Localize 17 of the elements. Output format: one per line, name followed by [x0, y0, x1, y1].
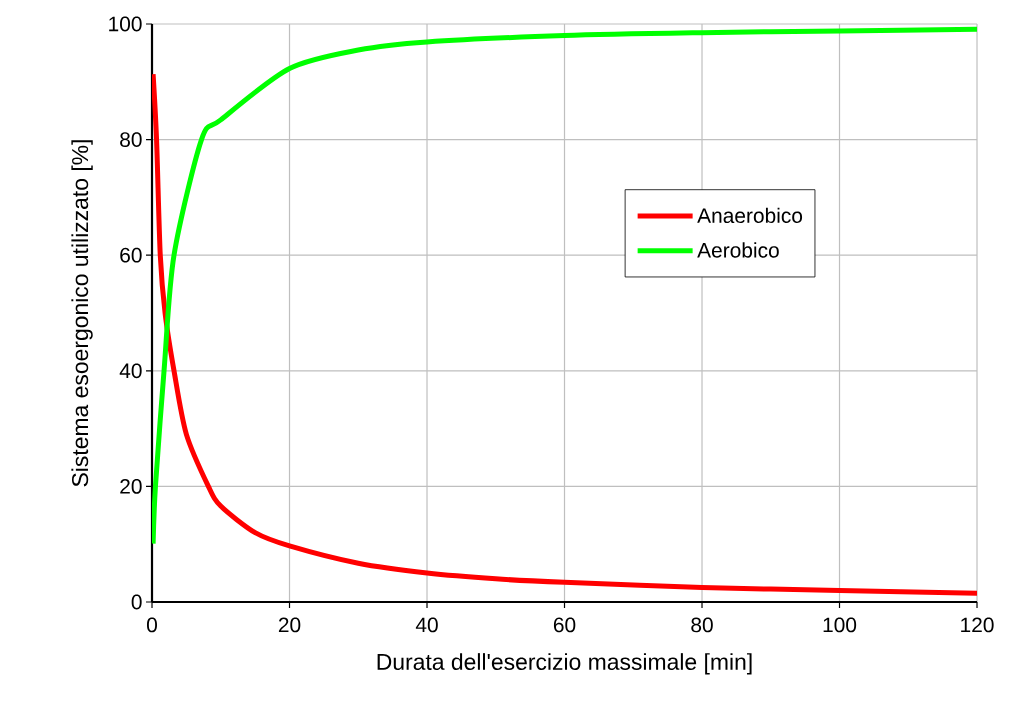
x-tick-label: 40 — [415, 617, 438, 633]
y-tick-label: 100 — [109, 16, 142, 32]
legend-label: Aerobico — [697, 242, 779, 258]
x-tick-label: 0 — [147, 617, 157, 633]
y-axis-title: Sistema esoergonico utilizzato [%] — [71, 140, 93, 487]
y-tick-label: 20 — [120, 478, 142, 494]
y-tick-label: 60 — [120, 247, 142, 263]
x-tick-label: 80 — [691, 617, 713, 633]
y-tick-label: 40 — [119, 363, 142, 379]
x-tick-label: 20 — [278, 617, 301, 633]
y-tick-label: 80 — [120, 132, 142, 147]
x-tick-label: 60 — [553, 617, 576, 633]
x-tick-label: 120 — [961, 617, 994, 633]
y-tick-label: 0 — [131, 594, 142, 610]
legend-label: Anaerobico — [697, 207, 803, 224]
x-tick-label: 100 — [823, 617, 857, 633]
x-axis-title: Durata dell'esercizio massimale [min] — [377, 653, 752, 675]
